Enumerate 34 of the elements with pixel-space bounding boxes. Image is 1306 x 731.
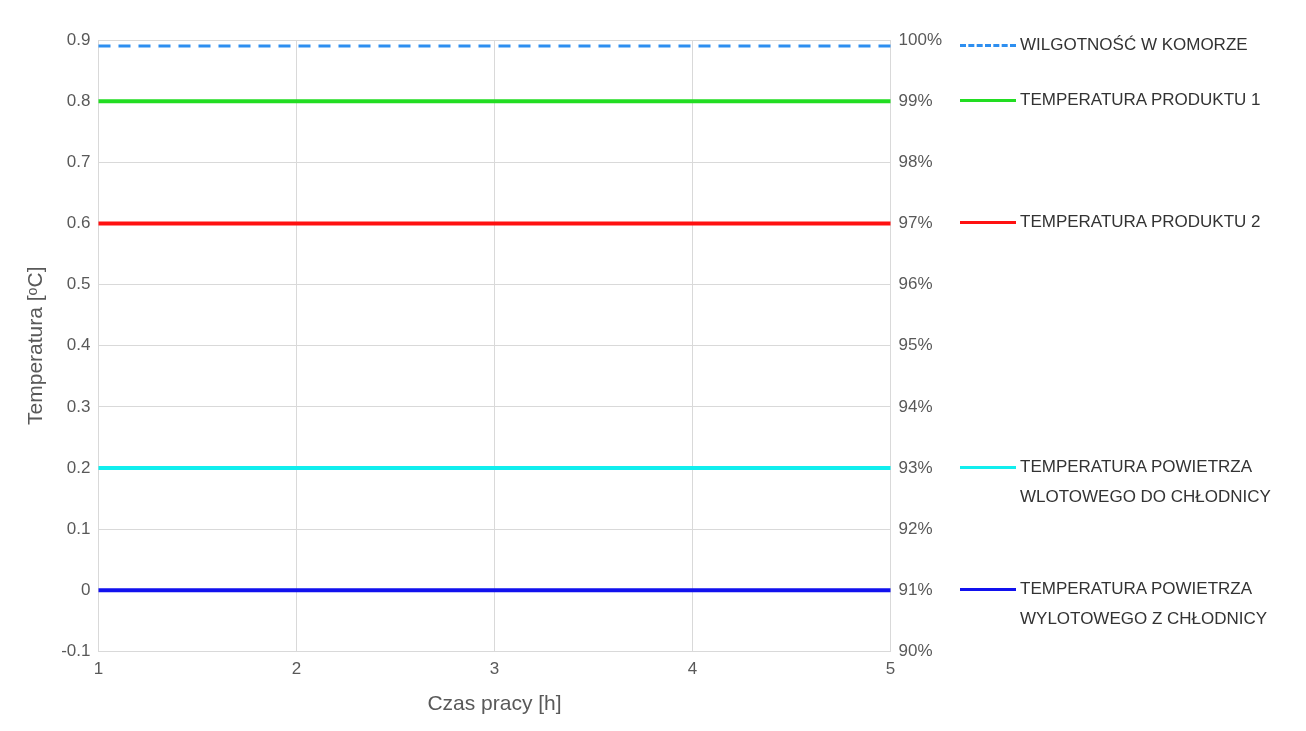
- y-tick-label: 0.3: [66, 396, 91, 416]
- legend-label: TEMPERATURA PRODUKTU 1: [1020, 89, 1262, 112]
- y2-tick-label: 91%: [898, 579, 933, 599]
- y-tick-label: 0.1: [66, 518, 91, 538]
- x-tick-label: 3: [489, 659, 500, 679]
- y2-tick-label: 90%: [898, 641, 933, 661]
- y-tick-label: 0.5: [66, 274, 91, 294]
- x-tick-label: 5: [885, 659, 896, 679]
- y-tick-label: 0.8: [66, 90, 91, 110]
- y2-tick-label: 92%: [898, 518, 933, 538]
- x-tick-label: 2: [291, 659, 302, 679]
- y-tick-label: 0.9: [66, 29, 91, 49]
- y-axis-title: Temperatura [ᵒC]: [23, 266, 47, 425]
- y2-tick-label: 96%: [898, 274, 933, 294]
- y-tick-label: 0.7: [66, 151, 91, 171]
- x-axis-title: Czas pracy [h]: [427, 691, 562, 715]
- y2-tick-label: 99%: [898, 90, 933, 110]
- y2-tick-label: 94%: [898, 396, 933, 416]
- y-tick-label: 0: [81, 579, 91, 599]
- y-tick-label: 0.6: [66, 213, 91, 233]
- legend-label: TEMPERATURA PRODUKTU 2: [1020, 211, 1262, 234]
- legend-label: TEMPERATURA POWIETRZA WLOTOWEGO DO CHŁODNICY: [1020, 455, 1272, 508]
- y-tick-label: 0.4: [66, 335, 91, 355]
- y2-tick-label: 95%: [898, 335, 933, 355]
- y2-tick-label: 100%: [898, 29, 942, 49]
- y-tick-label: -0.1: [61, 641, 91, 661]
- legend-label: TEMPERATURA POWIETRZA WYLOTOWEGO Z CHŁODNICY: [1020, 578, 1269, 631]
- y-tick-label: 0.2: [66, 457, 91, 477]
- y2-tick-label: 93%: [898, 457, 933, 477]
- y2-tick-label: 98%: [898, 151, 933, 171]
- y2-tick-label: 97%: [898, 213, 933, 233]
- x-tick-label: 4: [687, 659, 698, 679]
- x-tick-label: 1: [93, 659, 104, 679]
- legend-label: WILGOTNOŚĆ W KOMORZE: [1020, 34, 1249, 57]
